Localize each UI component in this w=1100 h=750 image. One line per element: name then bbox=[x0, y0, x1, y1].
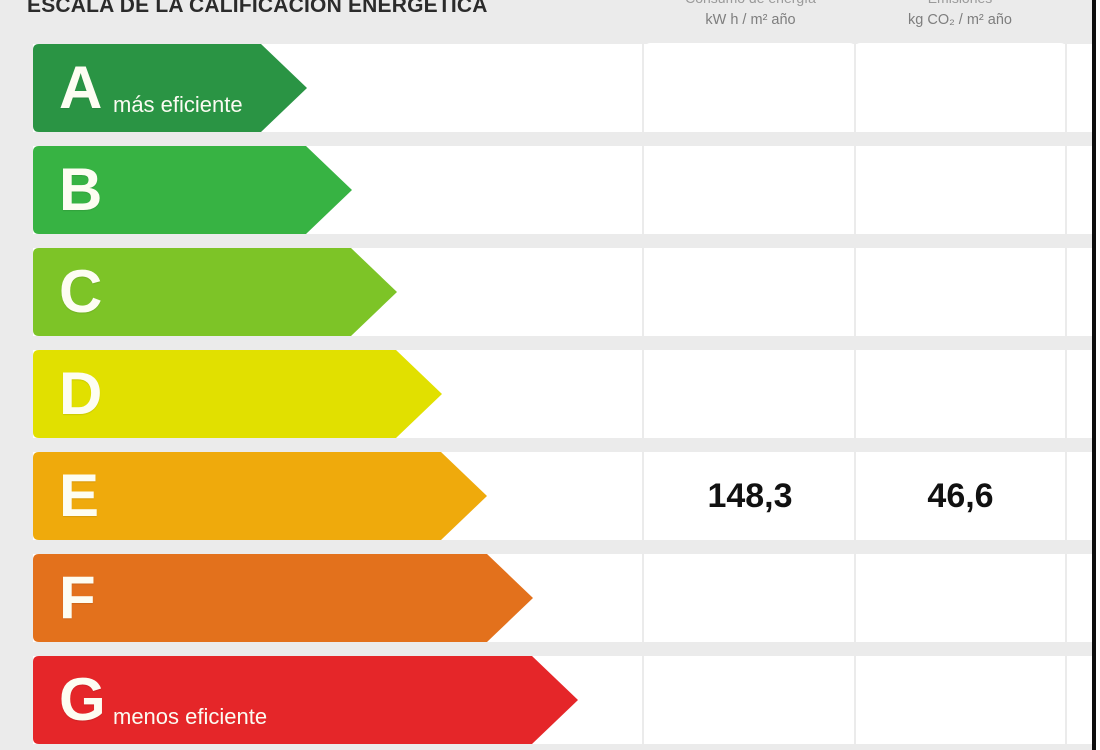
column-header-energy-units: kW h / m² año bbox=[705, 12, 796, 28]
cell-divider bbox=[1065, 146, 1067, 234]
emissions-value-cell bbox=[856, 656, 1065, 744]
cell-divider bbox=[854, 146, 856, 234]
row-separator bbox=[33, 744, 1092, 750]
page-title: ESCALA DE LA CALIFICACIÓN ENERGÉTICA bbox=[27, 0, 488, 17]
rating-letter-e: E bbox=[59, 462, 100, 529]
rating-band-b[interactable]: B bbox=[33, 146, 352, 234]
frame-right-white-edge bbox=[1096, 0, 1100, 750]
emissions-value-cell bbox=[856, 44, 1065, 132]
energy-value-cell bbox=[646, 44, 854, 132]
cell-divider bbox=[854, 554, 856, 642]
cell-divider bbox=[1065, 350, 1067, 438]
rating-row: C bbox=[0, 248, 1100, 350]
rating-letter-f: F bbox=[59, 564, 96, 631]
emissions-value: 46,6 bbox=[927, 476, 994, 515]
energy-value-cell bbox=[646, 656, 854, 744]
cell-divider bbox=[854, 44, 856, 132]
cell-divider bbox=[854, 248, 856, 336]
rating-letter-b: B bbox=[59, 156, 103, 223]
row-separator bbox=[33, 132, 1092, 146]
rating-note-g: menos eficiente bbox=[113, 704, 268, 729]
column-header-emissions: Emisiones kg CO₂ / m² año bbox=[855, 0, 1065, 30]
rating-letter-g: G bbox=[59, 666, 106, 733]
row-separator bbox=[33, 336, 1092, 350]
rating-letter-c: C bbox=[59, 258, 103, 325]
emissions-value-cell bbox=[856, 146, 1065, 234]
cell-divider bbox=[642, 452, 644, 540]
row-separator bbox=[33, 438, 1092, 452]
rating-band-e[interactable]: E bbox=[33, 452, 487, 540]
rating-band-d[interactable]: D bbox=[33, 350, 442, 438]
rating-note-a: más eficiente bbox=[113, 92, 243, 117]
column-header-energy-name: Consumo de energía bbox=[646, 0, 855, 8]
cell-divider bbox=[642, 248, 644, 336]
rating-letter-d: D bbox=[59, 360, 103, 427]
cell-divider bbox=[642, 146, 644, 234]
cell-divider bbox=[1065, 248, 1067, 336]
energy-value-cell bbox=[646, 554, 854, 642]
row-separator bbox=[33, 642, 1092, 656]
rating-row: E 148,3 46,6 bbox=[0, 452, 1100, 554]
cell-divider bbox=[642, 350, 644, 438]
cell-divider bbox=[1065, 656, 1067, 744]
cell-divider bbox=[642, 554, 644, 642]
energy-value-cell bbox=[646, 146, 854, 234]
energy-value-cell: 148,3 bbox=[646, 452, 854, 540]
cell-divider bbox=[642, 44, 644, 132]
energy-value-cell bbox=[646, 350, 854, 438]
rating-row: B bbox=[0, 146, 1100, 248]
row-separator bbox=[33, 540, 1092, 554]
column-header-energy: Consumo de energía kW h / m² año bbox=[646, 0, 855, 30]
rating-band-c[interactable]: C bbox=[33, 248, 397, 336]
rating-row: D bbox=[0, 350, 1100, 452]
emissions-value-cell bbox=[856, 554, 1065, 642]
cell-divider bbox=[854, 656, 856, 744]
cell-divider bbox=[1065, 554, 1067, 642]
frame-right-border bbox=[1092, 0, 1096, 750]
cell-divider bbox=[854, 350, 856, 438]
column-header-emissions-units: kg CO₂ / m² año bbox=[908, 12, 1012, 28]
rating-row: F bbox=[0, 554, 1100, 656]
energy-value-cell bbox=[646, 248, 854, 336]
cell-divider bbox=[1065, 452, 1067, 540]
emissions-value-cell: 46,6 bbox=[856, 452, 1065, 540]
row-separator bbox=[33, 234, 1092, 248]
cell-divider bbox=[1065, 44, 1067, 132]
column-header-emissions-name: Emisiones bbox=[855, 0, 1065, 8]
rating-band-f[interactable]: F bbox=[33, 554, 533, 642]
cell-divider bbox=[642, 656, 644, 744]
emissions-value-cell bbox=[856, 350, 1065, 438]
rating-letter-a: A bbox=[59, 54, 103, 121]
energy-value: 148,3 bbox=[707, 476, 793, 515]
emissions-value-cell bbox=[856, 248, 1065, 336]
cell-divider bbox=[854, 452, 856, 540]
